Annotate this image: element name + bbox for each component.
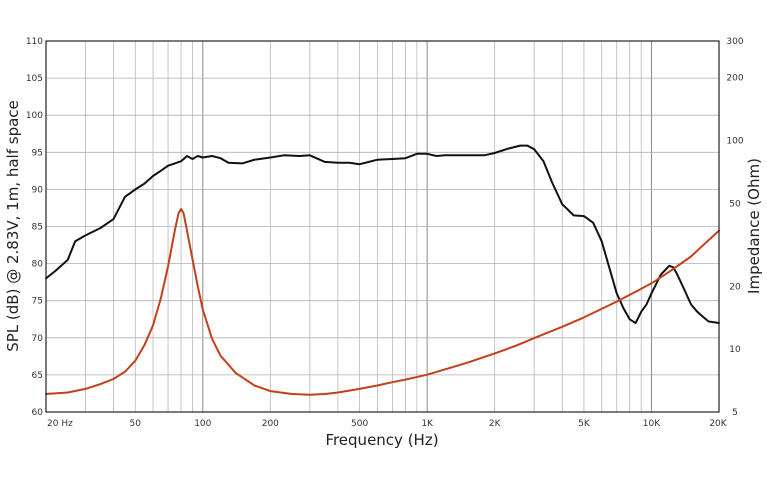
spl-curve — [45, 144, 720, 324]
y-tick-label: 75 — [32, 297, 43, 307]
y2-tick-label: 5 — [732, 408, 738, 418]
y-tick-label: 80 — [32, 260, 44, 270]
y2-tick-label: 200 — [726, 74, 743, 84]
x-tick-label: 1K — [421, 419, 434, 429]
x-tick-label: 5K — [578, 419, 591, 429]
y2-tick-label: 10 — [729, 345, 741, 355]
y-tick-label: 70 — [32, 334, 44, 344]
y2-axis-title: Impedance (Ohm) — [745, 158, 763, 294]
y-axis-title: SPL (dB) @ 2.83V, 1m, half space — [4, 100, 22, 352]
x-axis-title: Frequency (Hz) — [325, 431, 438, 449]
y-tick-label: 110 — [26, 37, 43, 47]
impedance-curve — [45, 208, 720, 396]
x-tick-label: 200 — [262, 419, 279, 429]
x-tick-label: 20 Hz — [47, 419, 73, 429]
x-tick-label: 20K — [709, 419, 727, 429]
x-tick-label: 2K — [489, 419, 502, 429]
y-tick-label: 90 — [32, 185, 44, 195]
tick-labels: 60 65 70 75 80 85 90 95 100 105 110 5 10 20 50 100 200 30… — [26, 37, 744, 429]
y-tick-label: 60 — [32, 408, 44, 418]
y-tick-label: 100 — [26, 111, 43, 121]
series-group — [45, 144, 720, 396]
grid — [45, 40, 720, 413]
y-tick-label: 85 — [32, 223, 43, 233]
y-tick-label: 65 — [32, 371, 43, 381]
y-tick-label: 105 — [26, 74, 43, 84]
x-tick-label: 500 — [351, 419, 368, 429]
x-tick-label: 100 — [194, 419, 211, 429]
x-tick-label: 10K — [643, 419, 661, 429]
x-tick-label: 50 — [130, 419, 142, 429]
y-tick-label: 95 — [32, 148, 43, 158]
y2-tick-label: 20 — [729, 282, 741, 292]
plot-frame — [45, 40, 720, 413]
y2-tick-label: 50 — [729, 199, 741, 209]
y2-tick-label: 100 — [726, 137, 743, 147]
y2-tick-label: 300 — [726, 37, 743, 47]
